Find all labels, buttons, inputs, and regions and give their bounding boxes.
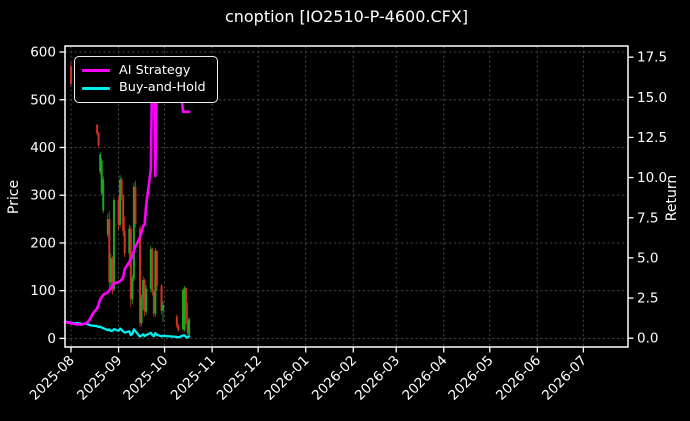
candle-body (129, 228, 132, 300)
y-left-tick-label: 500 (30, 92, 56, 108)
candle-body (132, 186, 135, 279)
candle-body (70, 66, 72, 84)
candle-body (177, 325, 180, 331)
y-left-tick-label: 300 (30, 188, 56, 204)
candle-body (108, 219, 111, 283)
candle-body (160, 285, 163, 311)
y-left-tick-label: 100 (30, 283, 56, 299)
candle-body (183, 288, 186, 330)
candle-body (122, 196, 125, 232)
chart-title: cnoption [IO2510-P-4600.CFX] (224, 7, 469, 26)
buy-and-hold-label: Buy-and-Hold (119, 80, 206, 96)
y-left-tick-label: 0 (47, 331, 56, 347)
candle-body (151, 248, 154, 292)
y-right-tick-label: 2.5 (637, 291, 658, 307)
y-right-tick-label: 7.5 (637, 210, 658, 226)
ai-strategy-label: AI Strategy (119, 62, 191, 78)
candle-body (100, 160, 103, 193)
y-right-tick-label: 10.0 (637, 170, 667, 186)
y-right-tick-label: 5.0 (637, 250, 658, 266)
candle-body (120, 179, 123, 197)
candle-body (97, 133, 100, 146)
candle-body (119, 179, 122, 225)
y-left-tick-label: 400 (30, 140, 56, 156)
candle-body (106, 219, 109, 235)
candle-body (109, 258, 112, 283)
price-axis-label: Price (6, 179, 22, 215)
candle-body (139, 228, 142, 324)
candle-body (175, 316, 178, 326)
y-right-tick-label: 12.5 (637, 130, 667, 146)
candle-body (181, 290, 184, 329)
candle-body (142, 280, 145, 298)
candle-body (111, 258, 114, 290)
legend: AI Strategy Buy-and-Hold (74, 56, 218, 103)
candle-body (131, 278, 134, 300)
candle-body (143, 280, 146, 312)
candle-body (102, 179, 105, 211)
candle-body (152, 291, 155, 314)
buy-and-hold-line-swatch (82, 86, 110, 90)
candle-body (186, 319, 189, 333)
ai-strategy-line-swatch (82, 68, 110, 73)
legend-item-buy-and-hold: Buy-and-Hold (82, 81, 209, 95)
candle-body (117, 199, 120, 225)
y-right-tick-label: 15.0 (637, 90, 667, 106)
candle-body (162, 304, 165, 311)
y-left-tick-label: 600 (30, 45, 56, 61)
candle-body (123, 231, 126, 254)
candle-body (96, 124, 99, 134)
candle-body (112, 199, 115, 290)
candle-body (149, 248, 152, 289)
y-right-tick-label: 0.0 (637, 331, 658, 347)
candle-body (99, 154, 102, 172)
return-axis-label: Return (664, 174, 680, 222)
plot-border (64, 45, 629, 348)
candle-body (140, 297, 143, 324)
candle-body (145, 288, 148, 312)
candle-body (134, 186, 137, 224)
candle-body (188, 319, 191, 335)
candle-body (185, 288, 188, 320)
candle-body (154, 251, 157, 314)
y-left-tick-label: 200 (30, 235, 56, 251)
legend-item-ai-strategy: AI Strategy (82, 62, 209, 78)
candle-body (128, 228, 131, 254)
candle-body (155, 251, 158, 286)
y-right-tick-label: 17.5 (637, 50, 667, 66)
